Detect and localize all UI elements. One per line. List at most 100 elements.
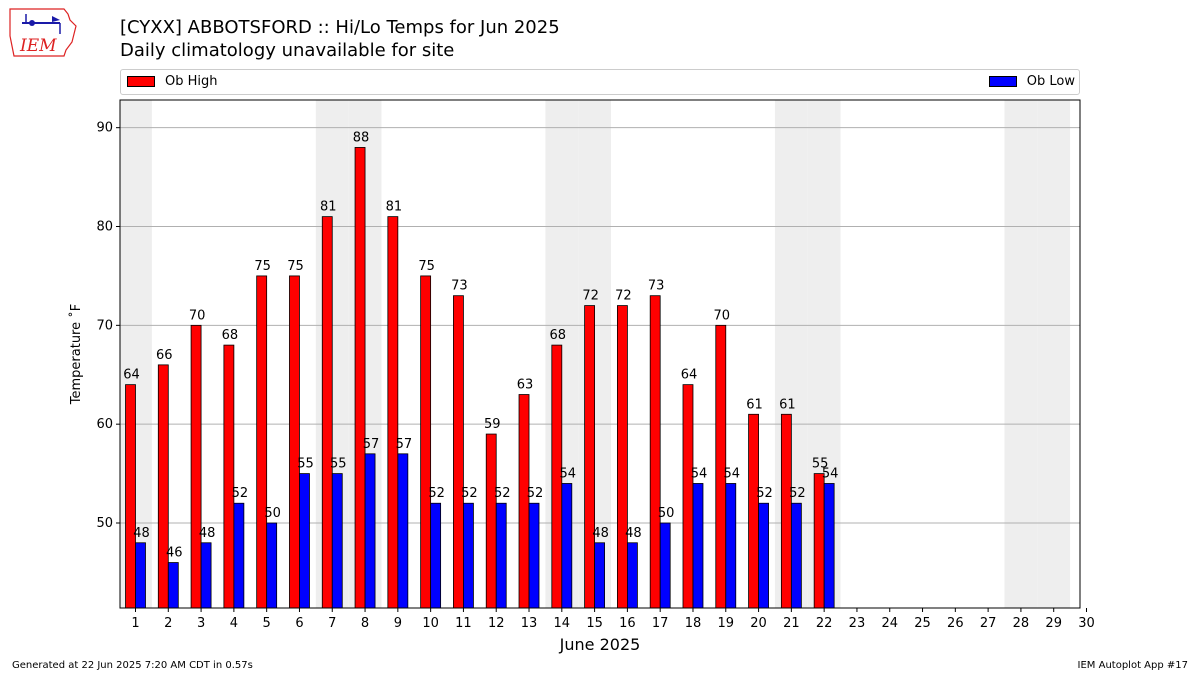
low-temp-label: 54 <box>724 466 741 481</box>
gridline-layer <box>120 127 1080 524</box>
high-temp-label: 59 <box>484 417 501 432</box>
low-temp-bar <box>331 473 343 609</box>
low-temp-bar <box>626 542 638 609</box>
legend-label-high: Ob High <box>165 74 218 89</box>
low-temp-label: 50 <box>658 506 675 521</box>
data-labels-layer: 64 66 70 68 75 75 81 88 81 75 73 59 63 68 72 72 73 64 70 61… <box>123 130 838 560</box>
high-temp-bar <box>420 275 432 609</box>
x-tick-label: 15 <box>586 616 603 631</box>
x-tick-label: 28 <box>1013 616 1030 631</box>
low-temp-bar <box>561 483 573 609</box>
high-temp-label: 81 <box>386 200 403 215</box>
low-temp-bar <box>790 502 802 609</box>
low-temp-label: 52 <box>428 486 445 501</box>
high-temp-label: 55 <box>812 457 829 472</box>
low-temp-label: 48 <box>592 526 609 541</box>
low-temp-label: 57 <box>363 437 380 452</box>
x-tick-label: 12 <box>488 616 505 631</box>
x-tick-label: 13 <box>521 616 538 631</box>
iem-logo: IEM <box>6 6 82 60</box>
high-temp-bar <box>748 413 759 609</box>
high-temp-label: 70 <box>714 308 731 323</box>
x-tick-label: 6 <box>295 616 303 631</box>
low-temp-label: 54 <box>691 466 708 481</box>
low-temp-label: 48 <box>133 526 150 541</box>
low-temp-label: 55 <box>297 457 314 472</box>
high-temp-label: 61 <box>779 397 796 412</box>
high-temp-bar <box>256 275 268 609</box>
high-temp-bar <box>813 473 825 609</box>
low-temp-bar <box>495 502 507 609</box>
high-temp-bar <box>289 275 300 609</box>
high-temp-bar <box>780 413 792 609</box>
weekend-shade <box>1004 100 1038 608</box>
logo-text: IEM <box>19 36 57 56</box>
y-tick-label: 70 <box>96 318 113 333</box>
x-tick-label: 22 <box>816 616 833 631</box>
x-tick-label: 9 <box>394 616 402 631</box>
x-axis-label: June 2025 <box>559 635 641 654</box>
high-temp-bar <box>485 433 497 609</box>
low-temp-bar <box>299 473 310 609</box>
high-temp-bar <box>157 364 169 609</box>
high-temp-bar <box>682 384 694 609</box>
high-temp-bar <box>649 295 661 609</box>
x-tick-label: 7 <box>328 616 336 631</box>
x-tick-label: 14 <box>554 616 571 631</box>
y-tick-label: 80 <box>96 220 113 235</box>
x-tick-label: 27 <box>980 616 997 631</box>
x-tick-label: 23 <box>849 616 866 631</box>
low-temp-label: 52 <box>756 486 773 501</box>
low-temp-bar <box>200 542 212 609</box>
legend-label-low: Ob Low <box>1026 74 1075 89</box>
x-tick-label: 1 <box>131 616 139 631</box>
low-temp-bar <box>823 483 835 609</box>
high-temp-label: 73 <box>451 279 468 294</box>
high-temp-bar <box>387 216 399 609</box>
low-temp-label: 54 <box>560 466 577 481</box>
high-temp-label: 81 <box>320 200 337 215</box>
high-temp-label: 73 <box>648 279 665 294</box>
chart-subtitle: Daily climatology unavailable for site <box>120 40 455 61</box>
low-temp-label: 46 <box>166 546 183 561</box>
x-tick-label: 24 <box>881 616 898 631</box>
low-temp-bar <box>167 562 179 609</box>
high-temp-bar <box>518 394 530 609</box>
x-tick-label: 29 <box>1045 616 1062 631</box>
x-tick-label: 11 <box>455 616 472 631</box>
high-temp-bar <box>190 324 202 609</box>
low-temp-label: 52 <box>789 486 806 501</box>
low-temp-bar <box>758 502 769 609</box>
low-temp-bar <box>135 542 146 609</box>
x-tick-label: 30 <box>1078 616 1095 631</box>
high-temp-label: 75 <box>287 259 304 274</box>
high-temp-bar <box>453 295 464 609</box>
low-temp-label: 52 <box>461 486 478 501</box>
x-tick-label: 25 <box>914 616 931 631</box>
y-tick-label: 50 <box>96 516 113 531</box>
high-temp-label: 64 <box>123 368 140 383</box>
high-temp-label: 72 <box>582 289 599 304</box>
legend-swatch-low <box>988 76 1017 87</box>
iowa-state-weather-logo-icon: IEM <box>9 8 77 57</box>
y-axis-label: Temperature ˚F <box>68 304 84 405</box>
high-temp-label: 75 <box>418 259 435 274</box>
x-tick-label: 2 <box>164 616 172 631</box>
x-tick-label: 10 <box>422 616 439 631</box>
x-tick-label: 26 <box>947 616 964 631</box>
y-tick-label: 90 <box>96 121 113 136</box>
weekend-shade <box>1037 100 1071 608</box>
high-temp-label: 72 <box>615 289 632 304</box>
high-temp-label: 70 <box>189 308 206 323</box>
high-temp-bar <box>125 384 136 609</box>
low-temp-label: 57 <box>396 437 413 452</box>
y-tick-label: 60 <box>96 417 113 432</box>
x-tick-label: 16 <box>619 616 636 631</box>
low-temp-label: 55 <box>330 457 347 472</box>
legend-swatch-high <box>127 76 155 87</box>
high-temp-bar <box>321 216 333 609</box>
chart-title: [CYXX] ABBOTSFORD :: Hi/Lo Temps for Jun… <box>120 17 560 38</box>
x-tick-label: 21 <box>783 616 800 631</box>
